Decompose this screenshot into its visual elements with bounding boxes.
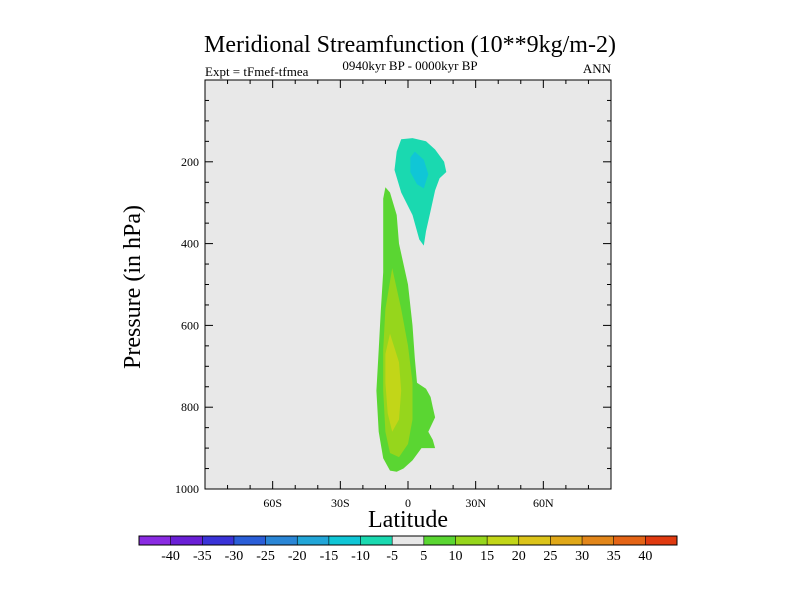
colorbar-label: 10 bbox=[449, 549, 463, 564]
contour-neg-outer bbox=[394, 138, 447, 246]
colorbar-swatch bbox=[613, 536, 646, 545]
colorbar-swatch bbox=[518, 536, 551, 545]
colorbar-swatch bbox=[550, 536, 583, 545]
colorbar-swatch bbox=[582, 536, 615, 545]
x-tick-label: 60N bbox=[533, 496, 554, 510]
chart-subtitle-center: 0940kyr BP - 0000kyr BP bbox=[342, 58, 477, 73]
contour-layer bbox=[376, 138, 447, 472]
colorbar-swatch bbox=[360, 536, 393, 545]
y-tick-label: 200 bbox=[181, 155, 199, 169]
colorbar-label: 15 bbox=[480, 549, 494, 564]
colorbar-swatch bbox=[202, 536, 235, 545]
colorbar-label: -20 bbox=[288, 549, 307, 564]
colorbar-label: -40 bbox=[161, 549, 180, 564]
colorbar-label: 35 bbox=[607, 549, 621, 564]
colorbar-swatch bbox=[265, 536, 298, 545]
colorbar-swatch bbox=[392, 536, 425, 545]
colorbar-swatch bbox=[170, 536, 203, 545]
x-tick-label: 30S bbox=[331, 496, 350, 510]
colorbar-frame bbox=[138, 535, 678, 546]
colorbar-swatch bbox=[423, 536, 456, 545]
y-tick-label: 800 bbox=[181, 400, 199, 414]
colorbar-label: -10 bbox=[351, 549, 370, 564]
x-tick-label: 30N bbox=[465, 496, 486, 510]
chart-subtitle-right: ANN bbox=[583, 61, 612, 76]
colorbar-label: -15 bbox=[320, 549, 339, 564]
colorbar-label: 30 bbox=[575, 549, 589, 564]
colorbar-swatch bbox=[487, 536, 520, 545]
chart-subtitle-left: Expt = tFmef-tfmea bbox=[205, 64, 309, 79]
colorbar-swatch bbox=[455, 536, 488, 545]
colorbar-swatch bbox=[328, 536, 361, 545]
colorbar-label: 20 bbox=[512, 549, 526, 564]
colorbar-label: 40 bbox=[638, 549, 652, 564]
plot-area: 60S 30S 0 30N 60N 200 400 600 800 1000 bbox=[175, 79, 612, 510]
colorbar-swatch bbox=[233, 536, 266, 545]
colorbar-label: 25 bbox=[543, 549, 557, 564]
y-tick-label: 600 bbox=[181, 318, 199, 332]
colorbar-label: -5 bbox=[386, 549, 398, 564]
contour-neg-inner bbox=[410, 151, 429, 189]
colorbar-label: -30 bbox=[225, 549, 244, 564]
colorbar-label: 5 bbox=[420, 549, 427, 564]
x-tick-label: 60S bbox=[263, 496, 282, 510]
tick-layer: 60S 30S 0 30N 60N 200 400 600 800 1000 bbox=[175, 80, 612, 510]
colorbar-swatch bbox=[139, 536, 171, 545]
y-tick-label: 1000 bbox=[175, 482, 199, 496]
x-tick-label: 0 bbox=[405, 496, 411, 510]
y-tick-label: 400 bbox=[181, 237, 199, 251]
contour-pos-inner bbox=[385, 333, 402, 432]
y-axis-label: Pressure (in hPa) bbox=[120, 205, 146, 369]
colorbar-label: -25 bbox=[256, 549, 275, 564]
colorbar-label: -35 bbox=[193, 549, 212, 564]
colorbar-swatch bbox=[297, 536, 330, 545]
colorbar-swatch bbox=[645, 536, 678, 545]
chart-title: Meridional Streamfunction (10**9kg/m-2) bbox=[204, 32, 616, 58]
colorbar: -40 -35 -30 -25 -20 -15 -10 -5 5 10 15 20 25 30 35 40 bbox=[138, 535, 678, 564]
x-axis-label: Latitude bbox=[368, 507, 448, 533]
